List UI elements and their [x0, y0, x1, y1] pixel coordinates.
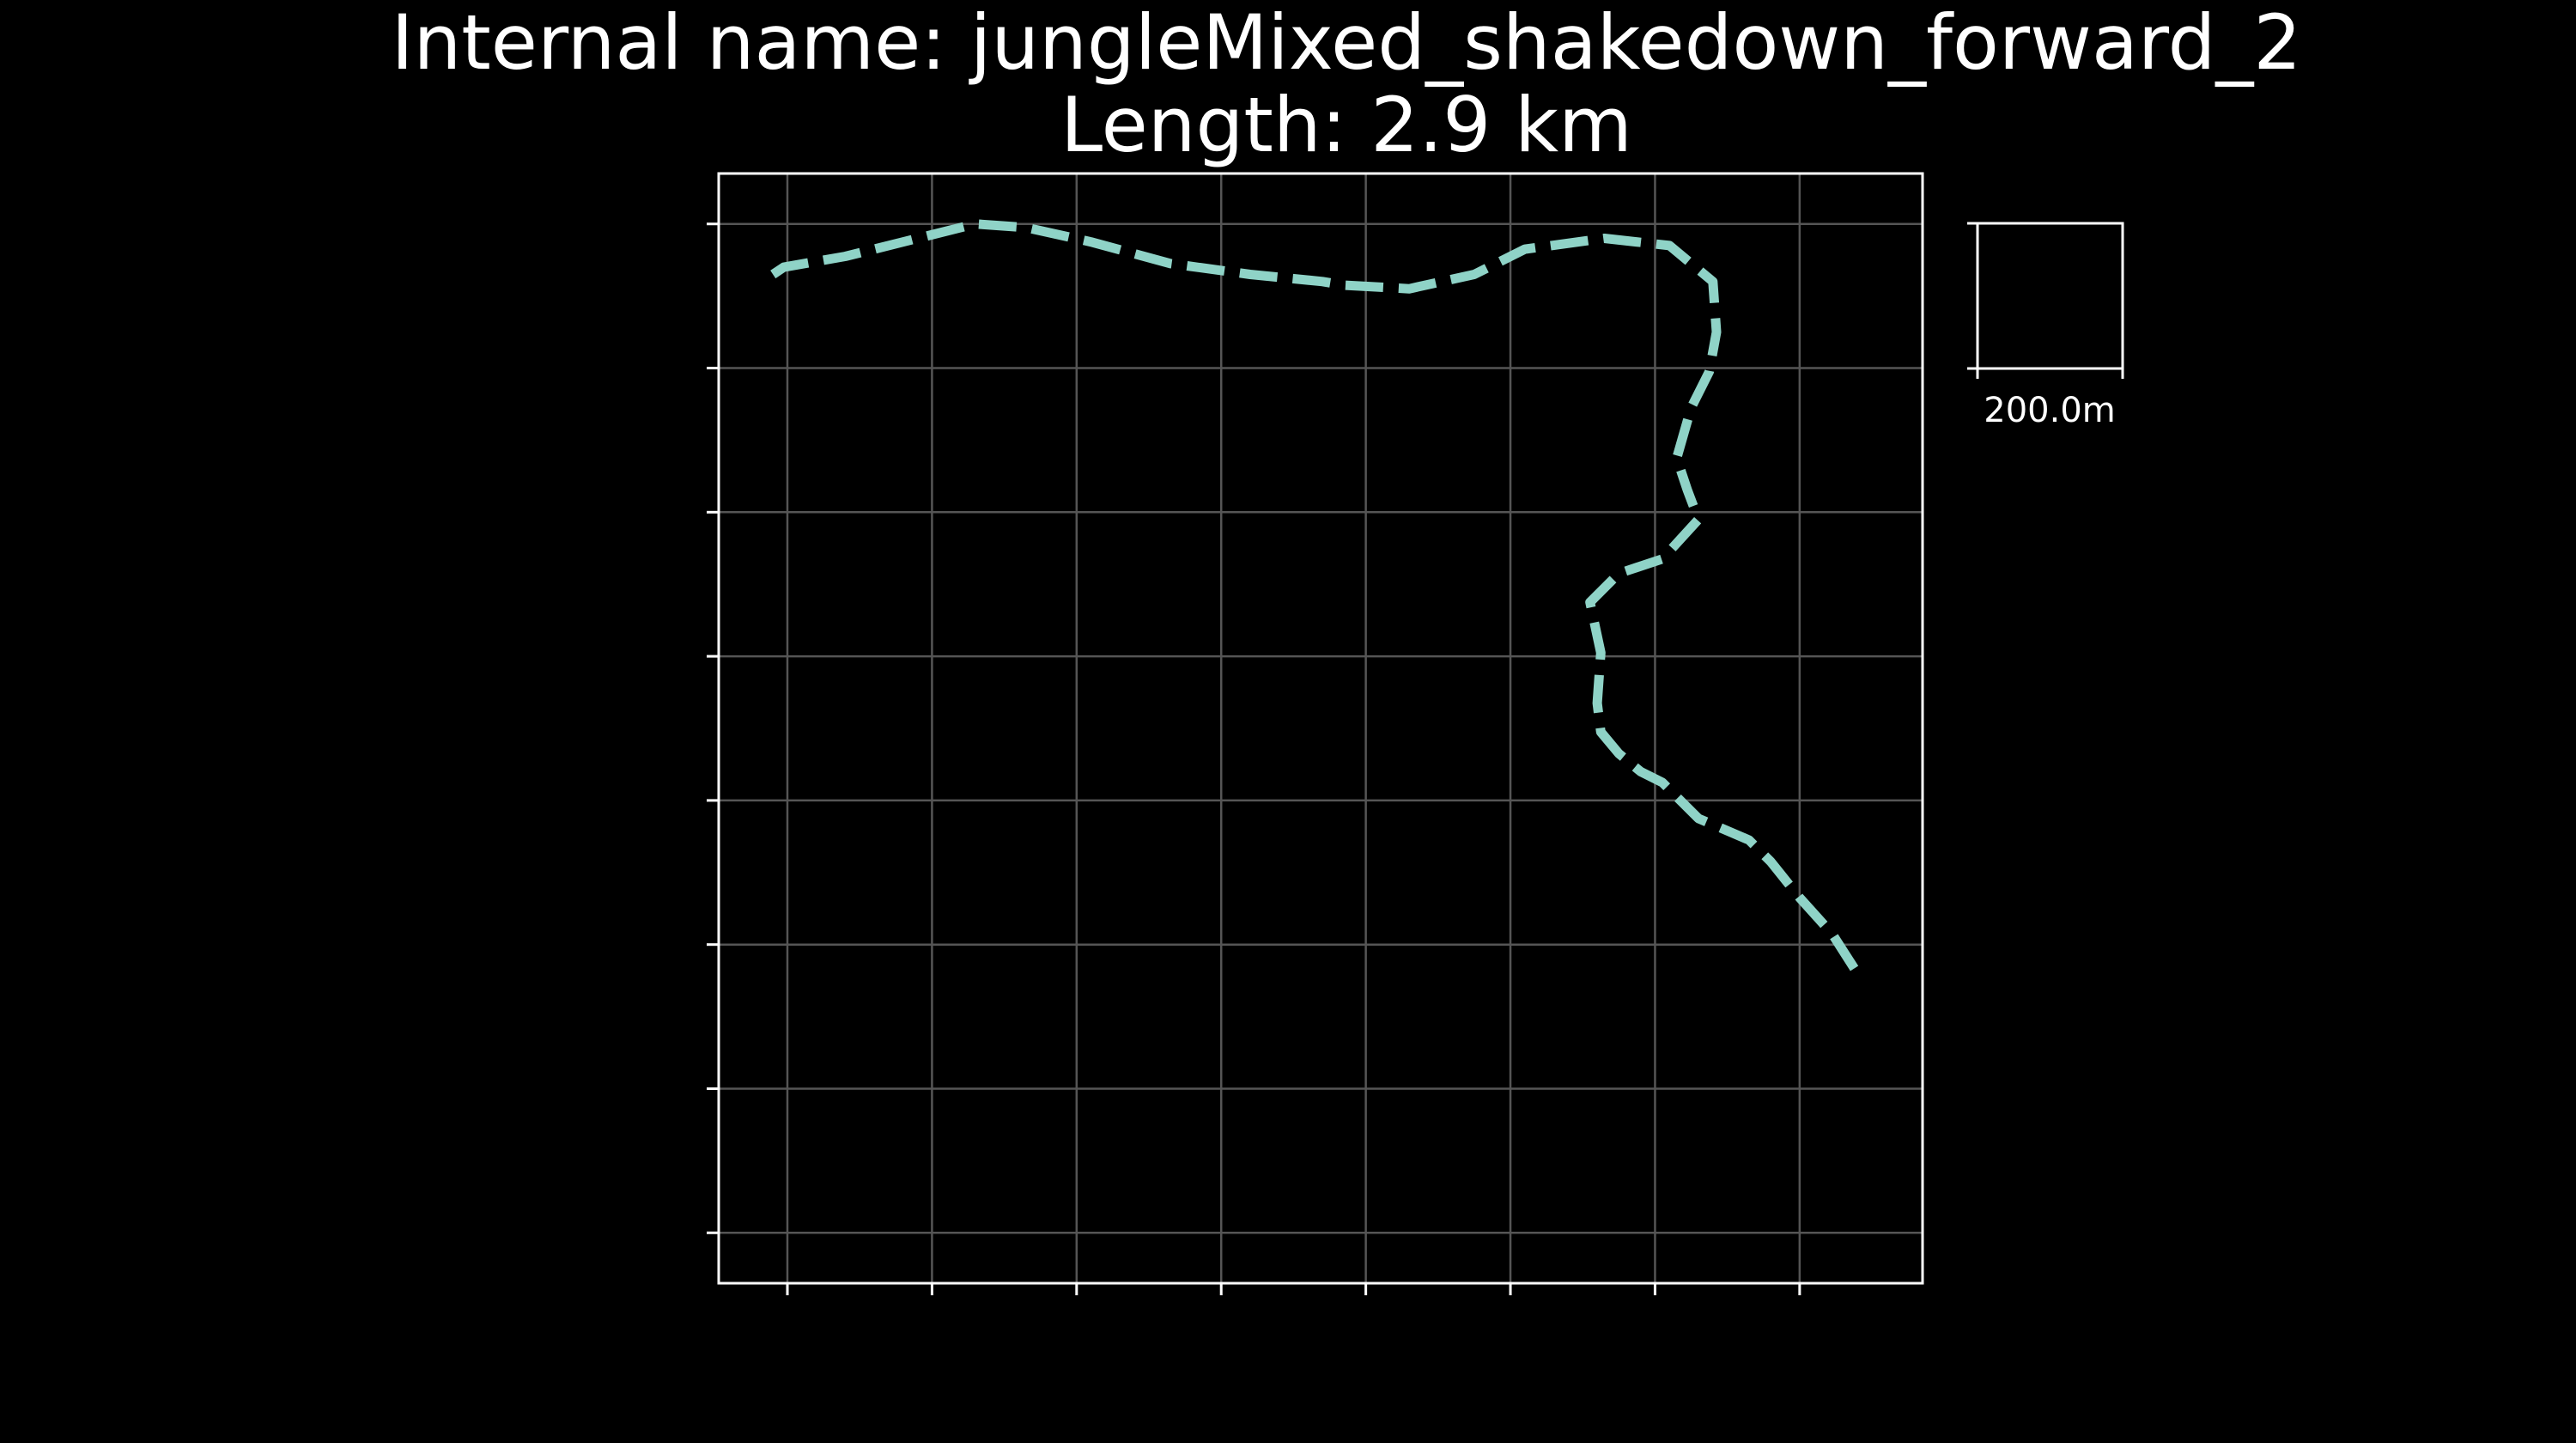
chart-title: Internal name: jungleMixed_shakedown_for… [391, 0, 2302, 87]
scale-bar-box [1976, 222, 2124, 370]
scale-bar-label: 200.0m [1984, 391, 2115, 430]
axis-ticks [707, 222, 1801, 1295]
scale-bar: 200.0m [1967, 222, 2124, 430]
grid-lines [719, 174, 1923, 1283]
series-layer [770, 219, 1862, 977]
plot-frame [717, 172, 1924, 1285]
chart-subtitle: Length: 2.9 km [1060, 81, 1632, 169]
track-line [770, 219, 1862, 977]
